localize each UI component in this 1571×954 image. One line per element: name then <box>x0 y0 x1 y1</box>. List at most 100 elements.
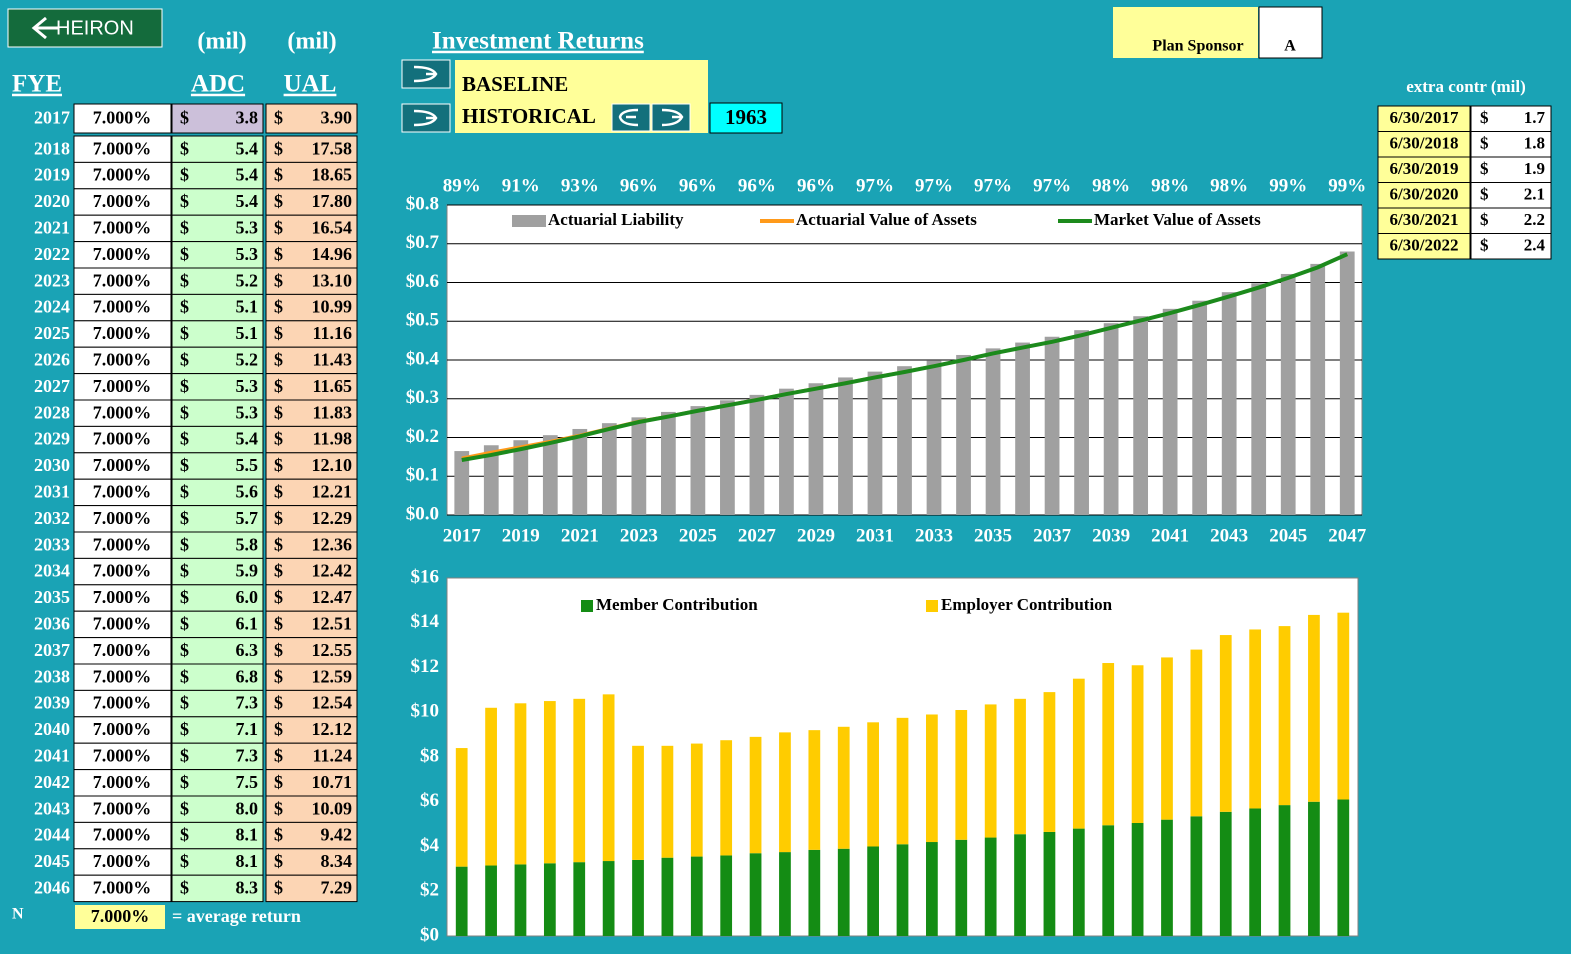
return: 7.000% <box>93 270 152 290</box>
currency: $ <box>180 534 189 554</box>
currency: $ <box>180 191 189 211</box>
bar-segment <box>1131 823 1144 936</box>
bar <box>631 417 647 515</box>
amount: 2.2 <box>1524 210 1545 229</box>
bar <box>926 360 942 515</box>
currency: $ <box>274 693 283 713</box>
year: 2024 <box>34 297 70 317</box>
bar-segment <box>690 743 703 857</box>
next-year-button[interactable] <box>651 103 691 132</box>
bar-segment <box>720 740 733 856</box>
currency: $ <box>180 508 189 528</box>
button-box[interactable] <box>651 103 691 132</box>
return-cell <box>73 584 172 612</box>
year: 2043 <box>34 798 70 818</box>
funded-ratio: 98% <box>1151 175 1189 196</box>
year: 2026 <box>34 350 70 370</box>
return: 7.000% <box>93 640 152 660</box>
return: 7.000% <box>93 165 152 185</box>
date: 6/30/2019 <box>1390 159 1459 178</box>
adc: 5.4 <box>236 429 259 449</box>
prev-year-button[interactable] <box>611 103 651 132</box>
currency: $ <box>274 297 283 317</box>
adc: 3.8 <box>236 108 259 128</box>
return: 7.000% <box>93 878 152 898</box>
bar-segment <box>1278 626 1291 806</box>
year: 2021 <box>34 218 70 238</box>
bar <box>867 371 883 515</box>
bar-segment <box>1161 657 1173 820</box>
adc: 7.1 <box>236 719 259 739</box>
x-tick-label: 2023 <box>620 525 658 546</box>
bar-segment <box>984 837 997 936</box>
bar-segment <box>1102 825 1115 936</box>
adc: 8.0 <box>236 798 259 818</box>
average-label: = average return <box>172 906 301 926</box>
return: 7.000% <box>93 429 152 449</box>
ual: 12.36 <box>312 534 353 554</box>
ual-cell <box>265 320 358 348</box>
year: 2018 <box>34 138 70 158</box>
bar-segment <box>455 748 468 867</box>
currency: $ <box>274 851 283 871</box>
bar-segment <box>896 717 909 845</box>
adc: 8.1 <box>236 825 259 845</box>
ual: 10.09 <box>312 798 353 818</box>
bar <box>749 394 765 515</box>
currency: $ <box>180 138 189 158</box>
logo-text: HEIRON <box>56 17 134 39</box>
adc: 5.2 <box>236 350 259 370</box>
currency: $ <box>180 455 189 475</box>
currency: $ <box>274 798 283 818</box>
currency: $ <box>274 323 283 343</box>
ual: 12.10 <box>312 455 353 475</box>
currency: $ <box>180 108 189 128</box>
bar <box>483 445 499 515</box>
currency: $ <box>180 666 189 686</box>
amount: 2.4 <box>1524 235 1546 254</box>
adc-cell <box>171 874 264 903</box>
return-cell <box>73 769 172 797</box>
ual: 12.54 <box>312 693 353 713</box>
x-tick-label: 2035 <box>974 525 1012 546</box>
bar-segment <box>1249 629 1262 809</box>
bar <box>1162 308 1178 515</box>
adc: 7.3 <box>236 746 259 766</box>
year: 2041 <box>34 746 70 766</box>
bar-segment <box>573 862 586 936</box>
return-cell <box>73 214 172 243</box>
scenario-button[interactable] <box>401 103 451 133</box>
return-cell <box>73 874 172 903</box>
bar-segment <box>602 694 615 862</box>
amount: 1.7 <box>1524 108 1546 127</box>
funded-ratio: 97% <box>915 175 953 196</box>
currency: $ <box>1480 159 1489 178</box>
scenario-button[interactable] <box>401 59 451 89</box>
bar <box>1339 251 1355 515</box>
legend-label: Member Contribution <box>596 595 758 614</box>
bar-segment <box>514 703 527 865</box>
return: 7.000% <box>93 323 152 343</box>
return-cell <box>73 610 172 639</box>
adc: 5.9 <box>236 561 259 581</box>
amount-cell <box>1470 233 1552 260</box>
amount: 1.9 <box>1524 159 1545 178</box>
currency: $ <box>180 825 189 845</box>
y-tick-label: $0.2 <box>406 426 439 447</box>
sponsor-box[interactable] <box>1258 6 1323 59</box>
adc-cell <box>171 584 264 612</box>
button-box[interactable] <box>401 59 451 89</box>
adc: 5.3 <box>236 244 259 264</box>
date: 6/30/2020 <box>1390 184 1459 203</box>
year: 2037 <box>34 640 70 660</box>
bar <box>601 423 617 515</box>
adc-cell <box>171 478 264 507</box>
y-tick-label: $0.4 <box>406 348 440 369</box>
year: 2028 <box>34 402 70 422</box>
ual: 8.34 <box>321 851 353 871</box>
bar-segment <box>808 730 821 850</box>
bar <box>1192 300 1208 515</box>
bar <box>1221 292 1237 515</box>
ual-cell <box>265 399 358 427</box>
button-icon <box>413 65 438 83</box>
